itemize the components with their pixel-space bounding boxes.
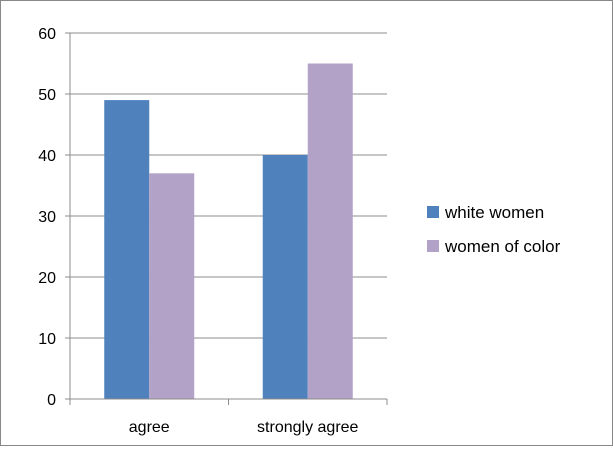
x-tick-label: strongly agree [257,419,358,436]
legend-swatch [427,206,439,218]
legend-label: white women [444,203,544,222]
y-tick-label: 40 [38,148,56,165]
x-tick-label: agree [129,419,170,436]
bar-women-of-color-agree [149,173,195,399]
y-tick-labels: 0 10 20 30 40 50 60 [38,26,56,409]
y-tick-label: 0 [47,392,56,409]
y-tick-label: 10 [38,331,56,348]
legend-swatch [427,240,439,252]
y-tick-label: 30 [38,209,56,226]
legend: white women women of color [427,203,561,256]
y-tick-label: 60 [38,26,56,43]
bar-white-women-agree [104,100,150,399]
bars [104,63,353,399]
y-tick-label: 20 [38,270,56,287]
y-tick-label: 50 [38,87,56,104]
x-tick-labels: agree strongly agree [129,419,359,436]
bar-white-women-strongly-agree [262,155,308,399]
axes [65,32,388,405]
legend-label: women of color [444,237,561,256]
bar-women-of-color-strongly-agree [307,63,353,399]
